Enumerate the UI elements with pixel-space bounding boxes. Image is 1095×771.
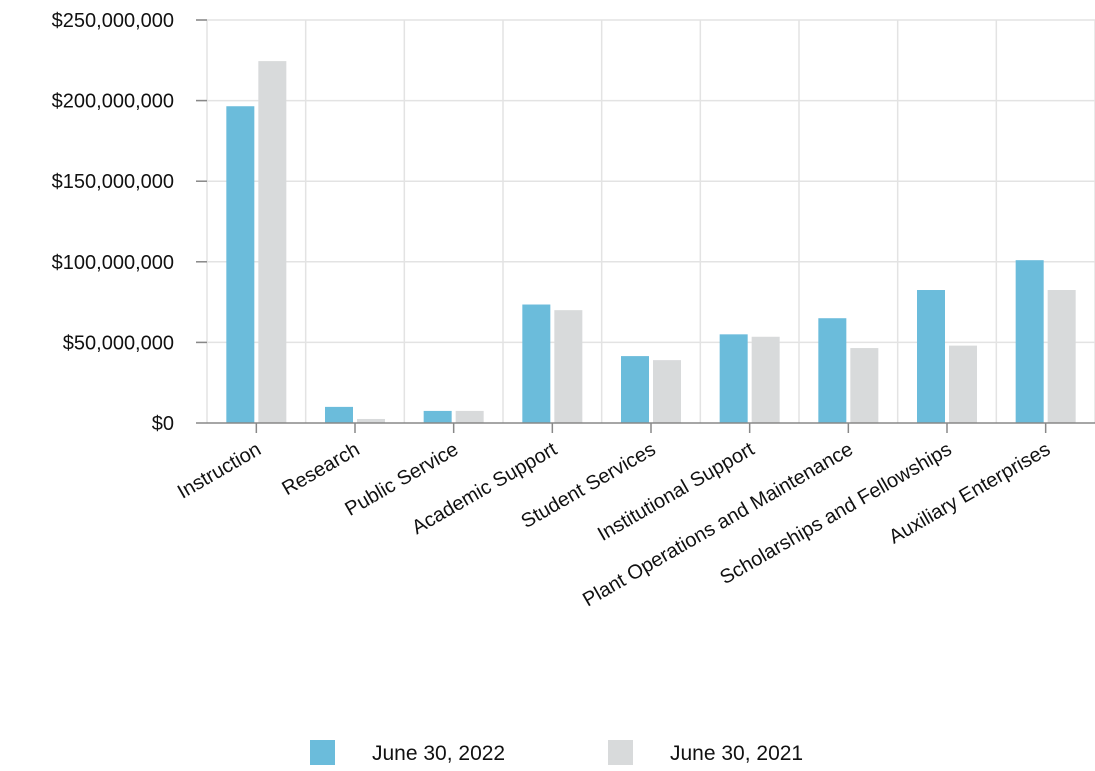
- bar-series-1-scholarships-and-fellowships: [917, 290, 945, 423]
- y-tick-label: $150,000,000: [52, 171, 174, 193]
- bar-series-1-student-services: [621, 356, 649, 423]
- legend-swatch: [310, 740, 335, 765]
- y-tick-label: $250,000,000: [52, 10, 174, 32]
- bar-series-1-research: [325, 406, 353, 423]
- bar-series-2-scholarships-and-fellowships: [949, 345, 977, 423]
- legend: June 30, 2022 June 30, 2021: [310, 740, 803, 765]
- y-tick-label: $100,000,000: [52, 252, 174, 274]
- y-tick-label: $50,000,000: [63, 332, 174, 354]
- bar-series-2-auxiliary-enterprises: [1047, 290, 1076, 423]
- axes-group: [196, 19, 1095, 433]
- legend-label: June 30, 2022: [372, 742, 505, 765]
- legend-label: June 30, 2021: [670, 742, 803, 765]
- bar-series-1-auxiliary-enterprises: [1015, 260, 1044, 423]
- bar-series-1-plant-operations-and-maintenance: [818, 318, 847, 423]
- bar-series-2-plant-operations-and-maintenance: [850, 348, 879, 423]
- bar-series-2-academic-support: [554, 310, 583, 423]
- x-tick-label: Auxiliary Enterprises: [885, 438, 1054, 548]
- y-tick-label: $200,000,000: [52, 91, 174, 113]
- bar-series-2-public-service: [455, 410, 484, 423]
- grid-lines: [196, 19, 1095, 423]
- bar-series-2-institutional-support: [751, 336, 780, 423]
- x-tick-label: Instruction: [174, 438, 265, 503]
- legend-swatch: [608, 740, 633, 765]
- bar-series-1-instruction: [226, 106, 255, 423]
- bar-series-2-student-services: [653, 360, 681, 423]
- bar-series-1-academic-support: [522, 304, 551, 423]
- y-tick-label: $0: [152, 413, 174, 435]
- x-tick-label: Research: [278, 438, 363, 500]
- y-tick-labels: $0 $50,000,000 $100,000,000 $150,000,000 $20…: [52, 10, 174, 435]
- bar-series-1-institutional-support: [719, 334, 748, 423]
- bars-group: [226, 61, 1076, 424]
- x-tick-label: Institutional Support: [594, 438, 758, 546]
- bar-series-2-research: [357, 418, 385, 423]
- bar-series-1-public-service: [423, 410, 452, 423]
- bar-series-2-instruction: [258, 61, 287, 424]
